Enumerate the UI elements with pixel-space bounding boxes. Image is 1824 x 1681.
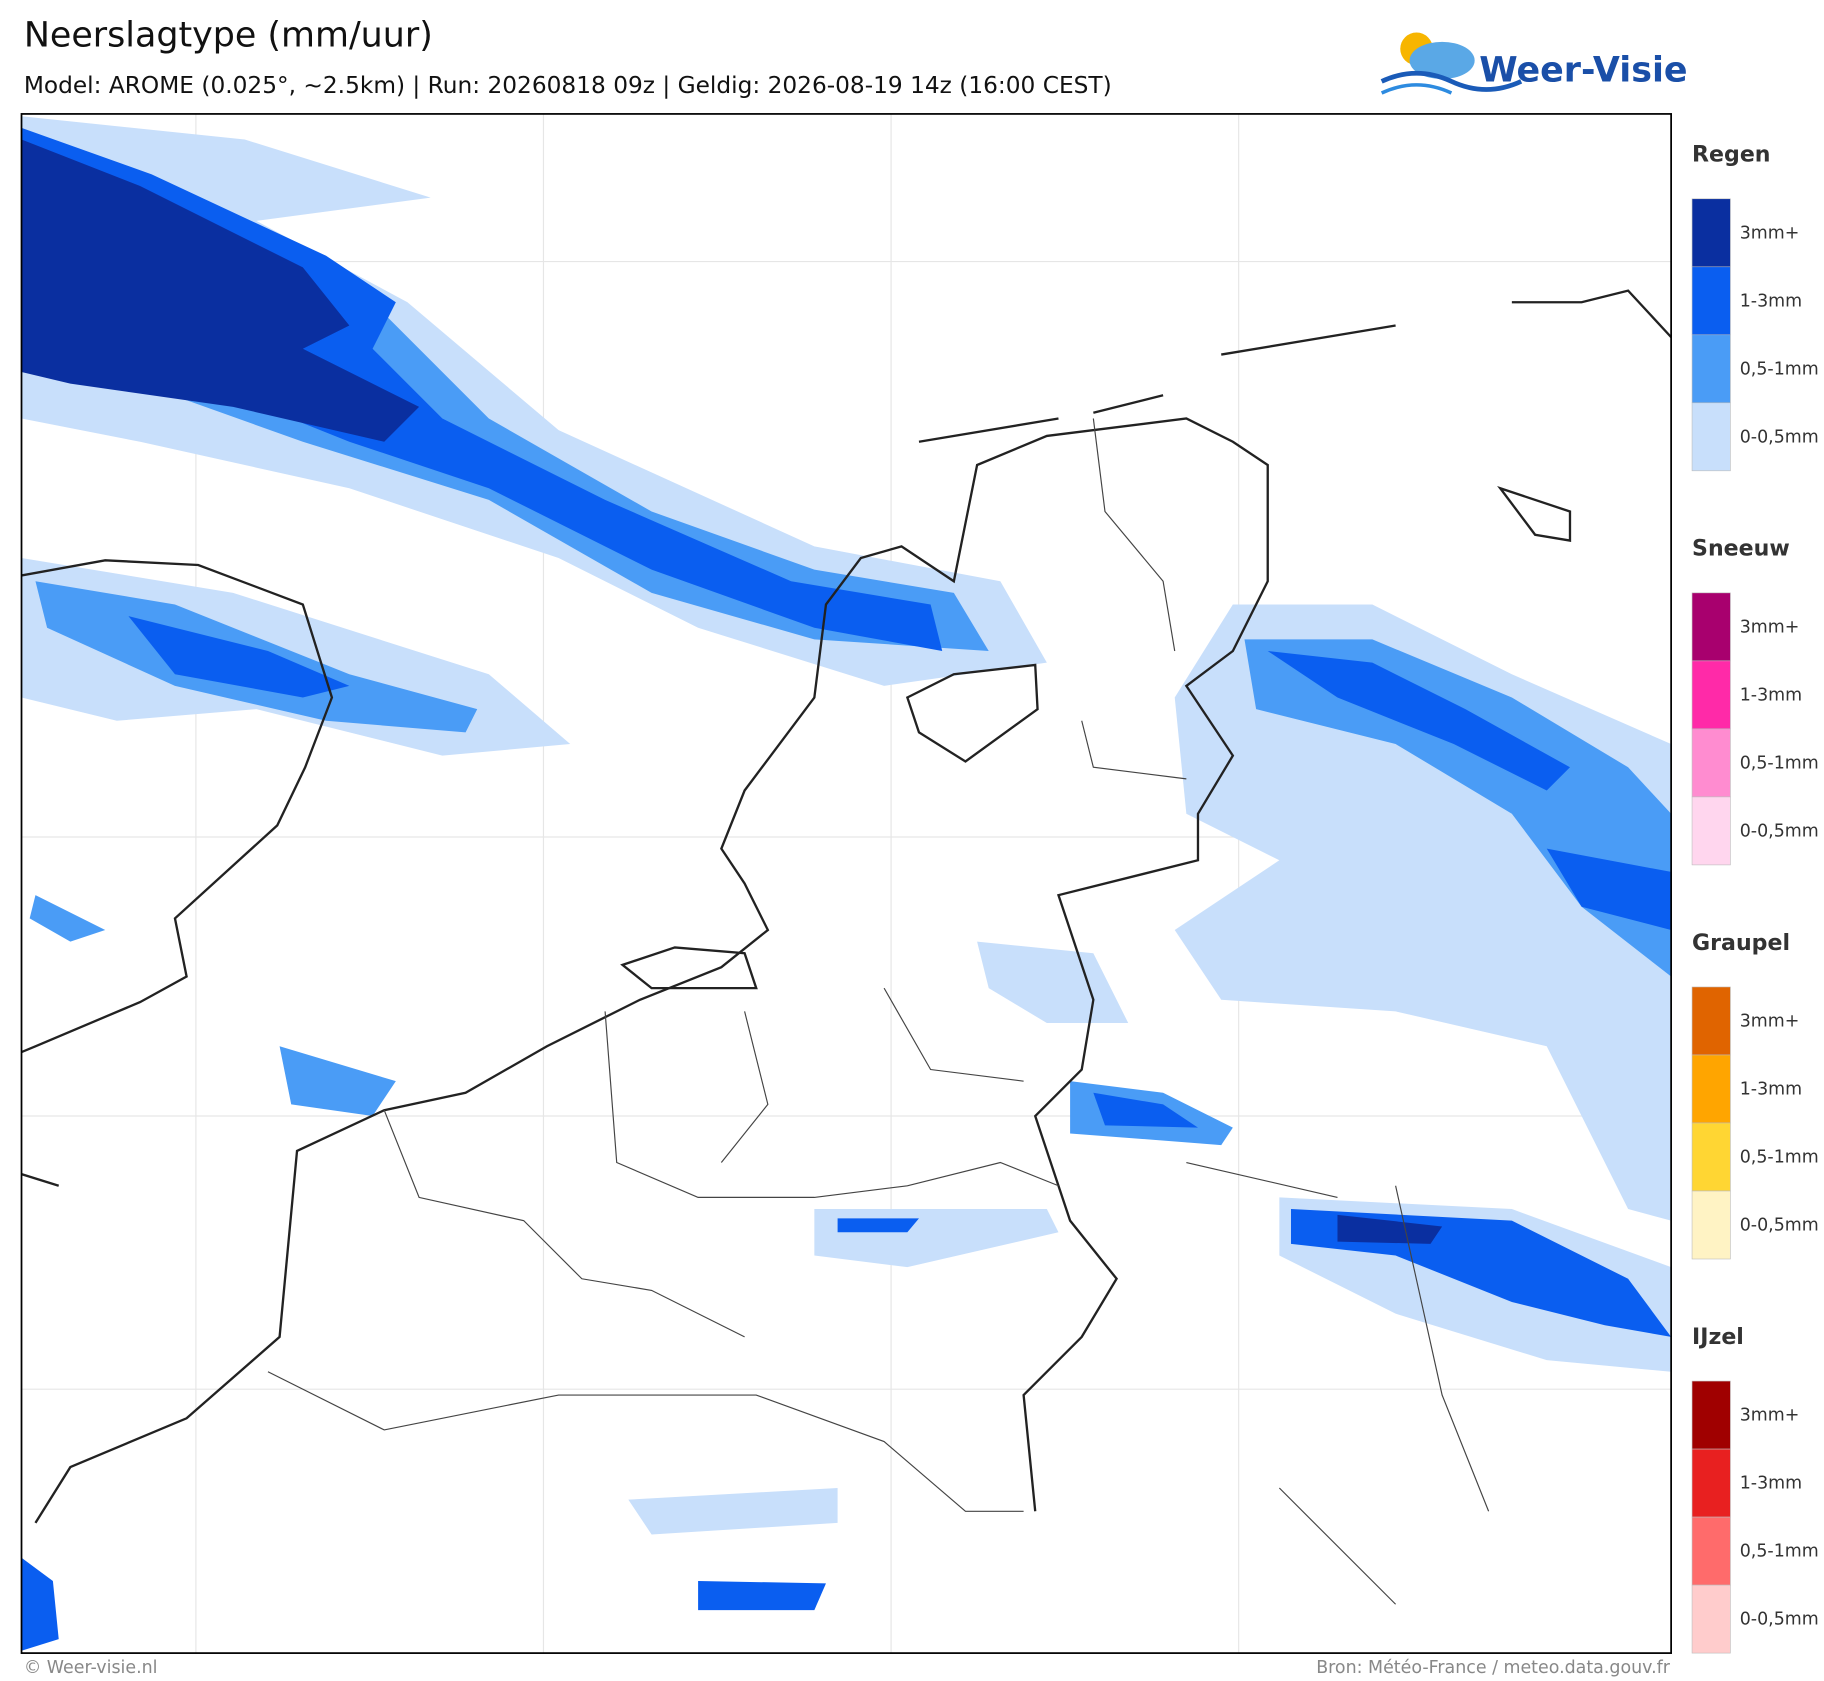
legend-swatch <box>1691 728 1731 798</box>
legend-swatch <box>1691 1190 1731 1260</box>
legend-label: 3mm+ <box>1740 617 1800 637</box>
legend-swatch <box>1691 266 1731 336</box>
legend-group-title: Regen <box>1692 143 1770 168</box>
title: Neerslagtype (mm/uur) <box>24 16 433 56</box>
legend-group-title: Graupel <box>1692 931 1790 956</box>
legend-label: 0-0,5mm <box>1740 1216 1819 1236</box>
legend-group-title: IJzel <box>1692 1325 1744 1350</box>
logo-text: Weer-Visie <box>1479 50 1687 90</box>
legend-label: 1-3mm <box>1740 685 1802 705</box>
subtitle: Model: AROME (0.025°, ~2.5km) | Run: 202… <box>24 72 1112 99</box>
footer-left: © Weer-visie.nl <box>24 1658 158 1678</box>
legend-swatch <box>1691 1380 1731 1450</box>
legend-swatch <box>1691 402 1731 472</box>
legend: Regen 3mm+ 1-3mm 0,5-1mm 0-0,5mm Sneeuw 3mm+ 1-… <box>1691 143 1819 1654</box>
legend-label: 0,5-1mm <box>1740 1148 1819 1168</box>
legend-label: 1-3mm <box>1740 291 1802 311</box>
legend-label: 0,5-1mm <box>1740 359 1819 379</box>
legend-label: 3mm+ <box>1740 1012 1800 1032</box>
legend-swatch <box>1691 198 1731 268</box>
legend-swatch <box>1691 1584 1731 1654</box>
legend-label: 0-0,5mm <box>1740 1610 1819 1630</box>
legend-label: 1-3mm <box>1740 1080 1802 1100</box>
legend-group-title: Sneeuw <box>1692 537 1790 562</box>
legend-label: 1-3mm <box>1740 1474 1802 1494</box>
logo: Weer-Visie <box>1380 32 1688 95</box>
legend-swatch <box>1691 1516 1731 1586</box>
legend-label: 3mm+ <box>1740 1406 1800 1426</box>
legend-label: 0-0,5mm <box>1740 821 1819 841</box>
legend-label: 0-0,5mm <box>1740 427 1819 447</box>
precipitation <box>21 116 1672 1651</box>
legend-swatch <box>1691 796 1731 866</box>
legend-label: 0,5-1mm <box>1740 1542 1819 1562</box>
coastlines <box>21 289 1672 1524</box>
map-frame <box>20 113 1672 1654</box>
legend-swatch <box>1691 986 1731 1056</box>
grid <box>21 113 1672 1654</box>
borders <box>267 418 1490 1605</box>
footer-right: Bron: Météo-France / meteo.data.gouv.fr <box>1316 1658 1671 1678</box>
map <box>21 113 1672 1654</box>
legend-swatch <box>1691 334 1731 404</box>
legend-swatch <box>1691 1054 1731 1124</box>
legend-label: 3mm+ <box>1740 223 1800 243</box>
legend-swatch <box>1691 1448 1731 1518</box>
legend-swatch <box>1691 592 1731 662</box>
legend-label: 0,5-1mm <box>1740 753 1819 773</box>
legend-swatch <box>1691 1122 1731 1192</box>
legend-swatch <box>1691 660 1731 730</box>
